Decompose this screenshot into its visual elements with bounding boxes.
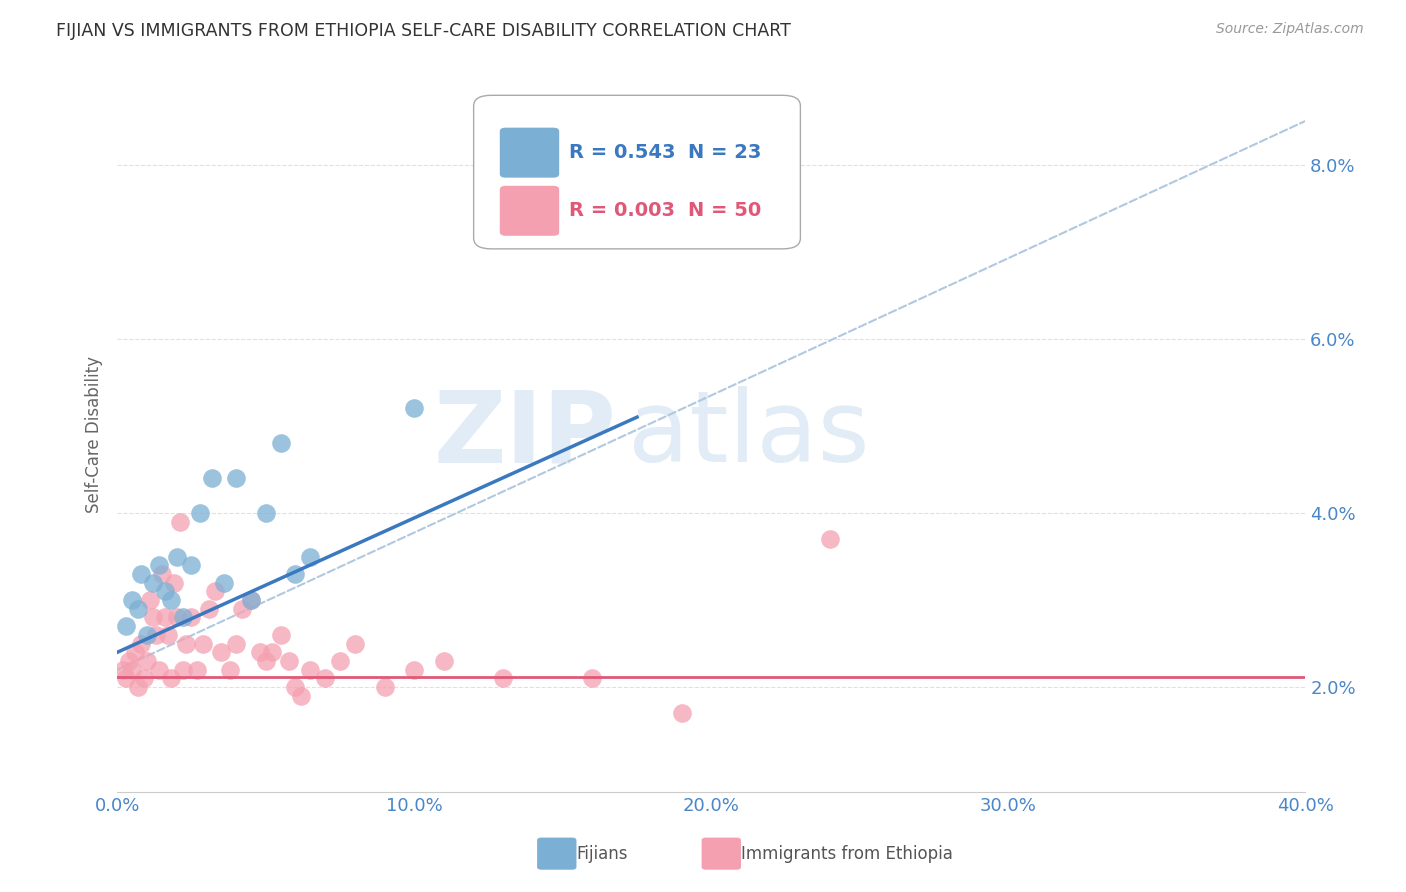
Point	[159, 672, 181, 686]
Text: Immigrants from Ethiopia: Immigrants from Ethiopia	[741, 845, 953, 863]
Point	[139, 593, 162, 607]
Point	[201, 471, 224, 485]
Point	[290, 689, 312, 703]
Point	[373, 680, 395, 694]
Point	[159, 593, 181, 607]
Text: FIJIAN VS IMMIGRANTS FROM ETHIOPIA SELF-CARE DISABILITY CORRELATION CHART: FIJIAN VS IMMIGRANTS FROM ETHIOPIA SELF-…	[56, 22, 792, 40]
Point	[254, 506, 277, 520]
Point	[148, 558, 170, 573]
Y-axis label: Self-Care Disability: Self-Care Disability	[86, 356, 103, 513]
Point	[169, 515, 191, 529]
Point	[127, 680, 149, 694]
Point	[129, 566, 152, 581]
Point	[404, 663, 426, 677]
Point	[254, 654, 277, 668]
FancyBboxPatch shape	[499, 128, 560, 178]
Point	[204, 584, 226, 599]
Point	[121, 593, 143, 607]
Text: R = 0.543: R = 0.543	[568, 143, 675, 162]
Point	[270, 436, 292, 450]
Point	[127, 601, 149, 615]
Point	[166, 549, 188, 564]
Point	[225, 637, 247, 651]
Text: Source: ZipAtlas.com: Source: ZipAtlas.com	[1216, 22, 1364, 37]
Point	[172, 663, 194, 677]
Point	[239, 593, 262, 607]
Point	[209, 645, 232, 659]
Point	[132, 672, 155, 686]
Point	[818, 532, 841, 546]
Point	[135, 628, 157, 642]
Point	[492, 219, 515, 233]
Point	[581, 672, 603, 686]
Point	[299, 663, 322, 677]
Point	[284, 566, 307, 581]
Point	[671, 706, 693, 721]
Point	[172, 610, 194, 624]
Point	[239, 593, 262, 607]
Point	[314, 672, 336, 686]
Point	[148, 663, 170, 677]
Point	[193, 637, 215, 651]
Point	[180, 610, 202, 624]
Point	[115, 672, 138, 686]
Point	[225, 471, 247, 485]
Text: atlas: atlas	[628, 386, 870, 483]
Point	[212, 575, 235, 590]
Point	[329, 654, 352, 668]
Point	[142, 575, 165, 590]
Point	[249, 645, 271, 659]
FancyBboxPatch shape	[499, 186, 560, 235]
Point	[186, 663, 208, 677]
Point	[284, 680, 307, 694]
Point	[124, 645, 146, 659]
Point	[145, 628, 167, 642]
Text: Fijians: Fijians	[576, 845, 628, 863]
Point	[142, 610, 165, 624]
Point	[180, 558, 202, 573]
Point	[156, 628, 179, 642]
Text: N = 50: N = 50	[688, 202, 761, 220]
Point	[153, 610, 176, 624]
Point	[433, 654, 456, 668]
Text: N = 23: N = 23	[688, 143, 761, 162]
Point	[115, 619, 138, 633]
Point	[112, 663, 135, 677]
Point	[135, 654, 157, 668]
Point	[278, 654, 301, 668]
Point	[270, 628, 292, 642]
Point	[166, 610, 188, 624]
FancyBboxPatch shape	[474, 95, 800, 249]
Text: ZIP: ZIP	[433, 386, 616, 483]
Point	[404, 401, 426, 416]
Point	[121, 663, 143, 677]
Point	[299, 549, 322, 564]
Point	[231, 601, 253, 615]
Point	[260, 645, 283, 659]
Point	[150, 566, 173, 581]
Text: R = 0.003: R = 0.003	[568, 202, 675, 220]
Point	[162, 575, 184, 590]
Point	[190, 506, 212, 520]
Point	[118, 654, 141, 668]
Point	[343, 637, 366, 651]
Point	[219, 663, 242, 677]
Point	[198, 601, 221, 615]
Point	[174, 637, 197, 651]
Point	[492, 672, 515, 686]
Point	[153, 584, 176, 599]
Point	[129, 637, 152, 651]
